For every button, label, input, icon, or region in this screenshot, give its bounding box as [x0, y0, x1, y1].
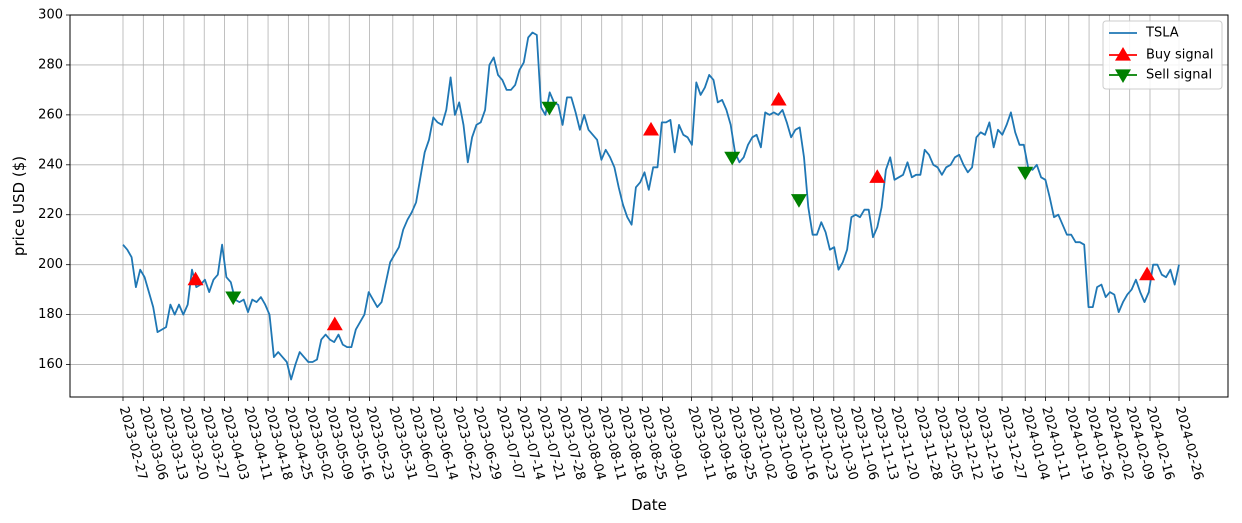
x-axis-label: Date — [631, 496, 667, 514]
legend: TSLA Buy signal Sell signal — [1102, 20, 1223, 90]
y-tick-label: 200 — [38, 257, 63, 272]
legend-label: Buy signal — [1146, 48, 1213, 63]
sell-signal-marker — [1017, 166, 1034, 181]
plot-frame — [69, 14, 1229, 398]
tsla-price-line — [122, 31, 1180, 381]
y-axis-ticks: 160 180 200 220 240 260 280 300 — [38, 8, 70, 372]
sell-signal-marker — [225, 291, 242, 306]
buy-signal-marker — [770, 91, 787, 106]
y-tick-label: 300 — [38, 8, 63, 23]
buy-signal-marker — [326, 316, 343, 331]
y-tick-label: 160 — [38, 357, 63, 372]
buy-signal-marker — [643, 121, 659, 136]
legend-label: TSLA — [1145, 26, 1179, 41]
legend-label: Sell signal — [1146, 68, 1212, 83]
sell-signal-marker — [790, 194, 807, 208]
legend-box — [1102, 20, 1223, 90]
buy-signal-marker — [869, 169, 886, 183]
legend-swatch-marker — [1115, 69, 1131, 83]
x-tick-label: 2024-02-26 — [1172, 405, 1206, 482]
grid-lines — [70, 14, 1228, 397]
y-tick-label: 180 — [38, 307, 63, 322]
sell-signal-marker — [541, 101, 558, 116]
legend-swatch-marker — [1115, 47, 1131, 61]
tsla-series — [122, 31, 1180, 381]
x-axis-ticks: 2023-02-272023-03-062023-03-132023-03-20… — [116, 397, 1206, 482]
buy-signal-marker — [1139, 266, 1156, 281]
y-tick-label: 260 — [38, 107, 63, 122]
y-tick-label: 240 — [38, 157, 63, 172]
y-tick-label: 220 — [38, 207, 63, 222]
y-axis-label: price USD ($) — [10, 156, 28, 256]
y-tick-label: 280 — [38, 57, 63, 72]
signal-markers — [187, 91, 1156, 331]
sell-signal-marker — [724, 151, 741, 166]
buy-signal-marker — [187, 271, 204, 286]
